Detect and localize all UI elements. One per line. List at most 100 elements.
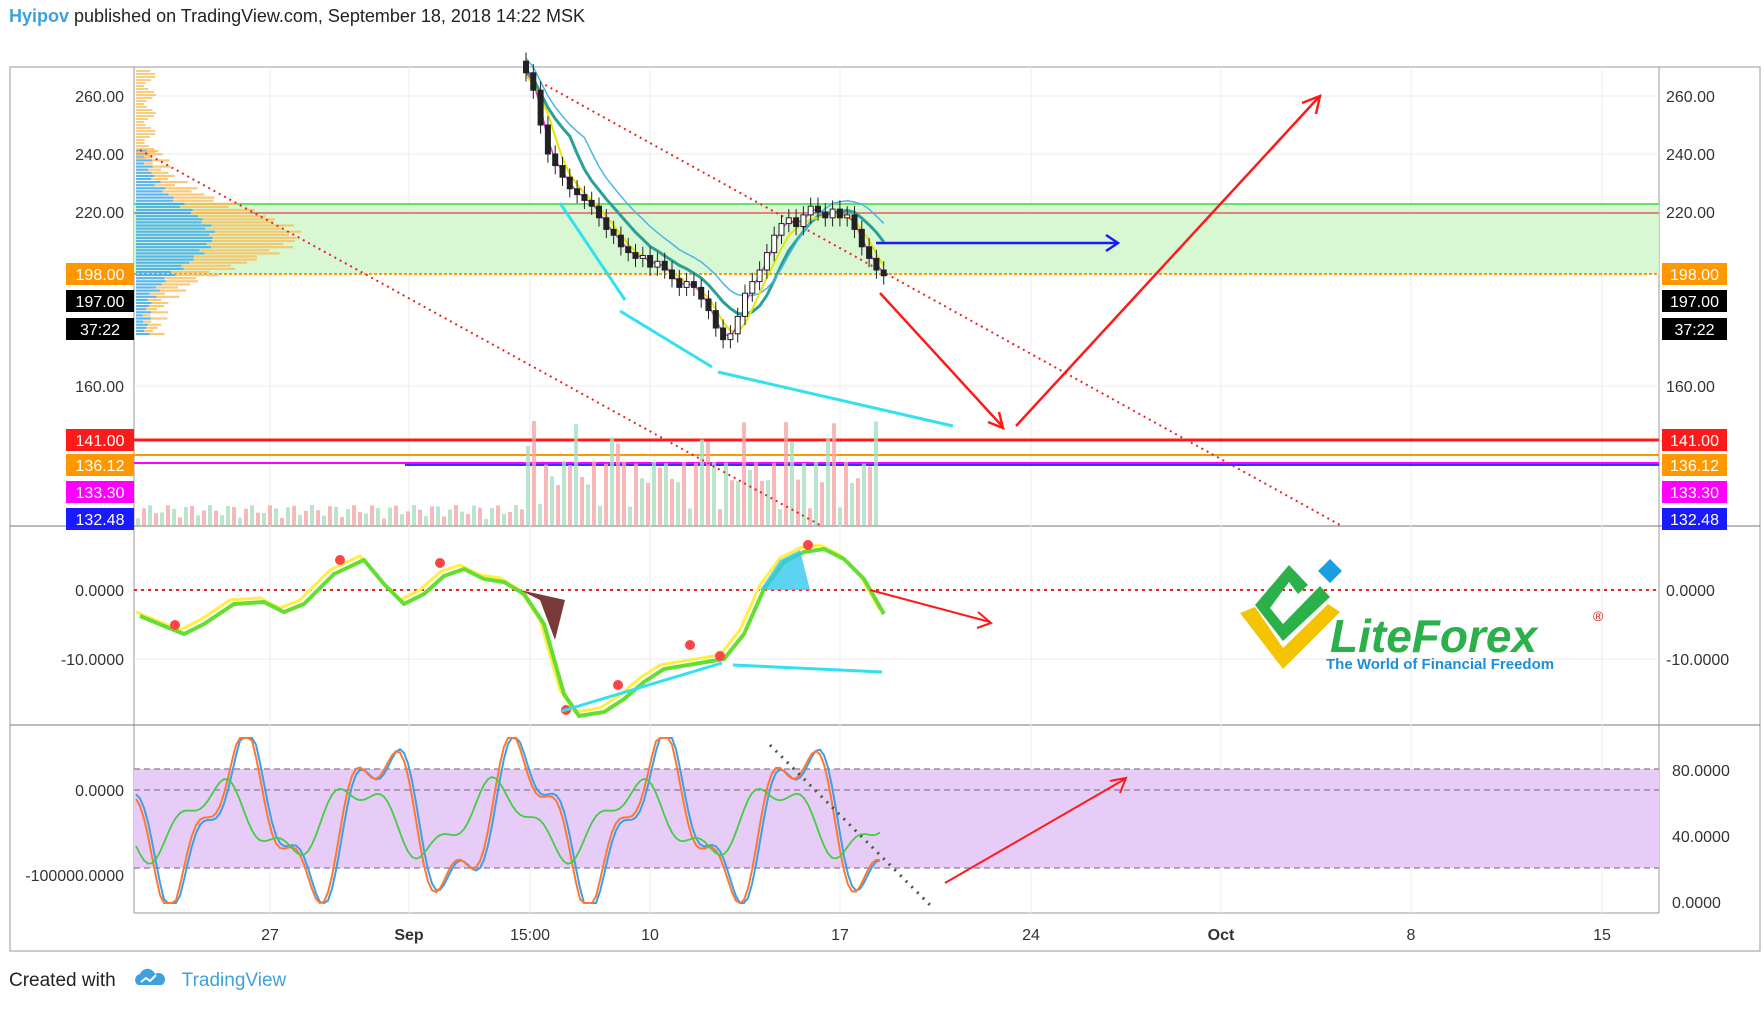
profile-bar-blue: [136, 171, 152, 174]
candle-body: [661, 260, 668, 271]
volume-bar: [802, 462, 806, 525]
profile-bar-blue: [136, 261, 190, 264]
profile-bar-top: [136, 133, 156, 135]
right-tick-momentum-0: 0.0000: [1666, 583, 1715, 600]
price-badge-bg: [66, 508, 134, 530]
candle-body: [807, 205, 814, 216]
volume-bar: [526, 445, 530, 525]
time-tick-oct: Oct: [1208, 927, 1235, 944]
volume-bar: [706, 441, 710, 525]
profile-bar-orange: [210, 246, 293, 249]
profile-bar-blue: [136, 233, 210, 236]
profile-bar-top: [136, 70, 150, 72]
profile-bar-orange: [168, 193, 205, 196]
profile-bar-orange: [151, 177, 168, 181]
volume-bar: [730, 480, 734, 525]
profile-bar-orange: [151, 311, 168, 314]
volume-bar: [166, 505, 170, 525]
volume-bar: [298, 514, 302, 525]
price-badge-text: 136.12: [76, 458, 125, 475]
candle-body: [822, 211, 829, 219]
candle-body: [588, 199, 595, 207]
profile-bar-top: [136, 115, 154, 117]
volume-bar: [622, 461, 626, 525]
profile-bar-blue: [136, 208, 193, 212]
profile-bar-orange: [147, 298, 161, 301]
time-tick-sep: Sep: [394, 927, 424, 944]
volume-bar: [262, 512, 266, 525]
left-tick-240: 240.00: [75, 147, 124, 164]
profile-bar-orange: [199, 249, 270, 252]
volume-bar: [160, 512, 164, 525]
profile-bar-blue: [136, 202, 185, 205]
profile-bar-blue: [136, 277, 165, 280]
volume-bar: [406, 511, 410, 525]
volume-bar: [796, 479, 800, 525]
volume-bar: [430, 506, 434, 525]
volume-bar: [508, 511, 512, 525]
profile-bar-blue: [136, 174, 155, 177]
price-badge-text: 141.00: [76, 433, 125, 450]
profile-bar-orange: [165, 280, 198, 283]
volume-bar: [676, 482, 680, 525]
profile-bar-blue: [136, 249, 200, 252]
candle-body: [844, 214, 851, 219]
profile-bar-top: [136, 130, 156, 132]
profile-bar-orange: [151, 301, 169, 305]
profile-bar-blue: [136, 184, 155, 187]
profile-bar-orange: [193, 258, 257, 261]
volume-bar: [358, 512, 362, 525]
volume-bars: [136, 420, 878, 525]
candle-body: [829, 208, 836, 219]
volume-bar: [496, 505, 500, 525]
candle-body: [778, 223, 785, 236]
logo-registered: ®: [1593, 608, 1604, 624]
profile-bar-orange: [205, 227, 281, 230]
tradingview-link[interactable]: TradingView: [181, 970, 287, 991]
volume-bar: [364, 513, 368, 525]
volume-bar: [520, 509, 524, 525]
profile-bar-blue: [136, 255, 194, 258]
volume-bar: [400, 514, 404, 525]
profile-bar-blue: [136, 199, 173, 202]
volume-bar: [874, 421, 878, 525]
volume-bar: [640, 478, 644, 525]
profile-bar-blue: [136, 212, 191, 215]
profile-bar-blue: [136, 314, 143, 317]
author-link[interactable]: Hyipov: [9, 6, 70, 26]
profile-bar-orange: [149, 292, 165, 295]
profile-bar-orange: [198, 215, 266, 218]
profile-bar-orange: [148, 323, 162, 326]
volume-bar: [352, 505, 356, 525]
profile-bar-top: [136, 157, 147, 159]
time-tick-15: 15: [1593, 927, 1611, 944]
profile-bar-orange: [160, 181, 188, 184]
profile-bar-blue: [136, 168, 149, 171]
publish-header: Hyipov published on TradingView.com, Sep…: [9, 6, 585, 36]
volume-bar: [346, 509, 350, 525]
price-badge-bg: [66, 481, 134, 503]
momentum-hist: [760, 550, 810, 590]
volume-bar: [580, 476, 584, 525]
candle-body: [537, 89, 544, 126]
candle-body: [552, 153, 559, 167]
profile-bar-blue: [136, 243, 207, 246]
profile-bar-blue: [136, 283, 162, 286]
divergence-line-3: [717, 370, 954, 428]
price-badge-bg: [1662, 481, 1727, 503]
candle-body: [639, 255, 646, 259]
right-tick-stoch-0: 0.0000: [1672, 895, 1721, 912]
candle-body: [873, 257, 880, 271]
profile-bar-blue: [136, 274, 176, 277]
profile-bar-orange: [148, 153, 163, 156]
profile-bar-orange: [209, 233, 290, 236]
profile-bar-top: [136, 76, 156, 78]
volume-bar: [442, 516, 446, 525]
profile-bar-blue: [136, 311, 152, 314]
profile-bar-blue: [136, 326, 147, 329]
momentum-signal: [135, 543, 882, 714]
right-tick-momentum-10: -10.0000: [1666, 652, 1729, 669]
volume-bar: [634, 463, 638, 525]
profile-bar-blue: [136, 301, 152, 305]
